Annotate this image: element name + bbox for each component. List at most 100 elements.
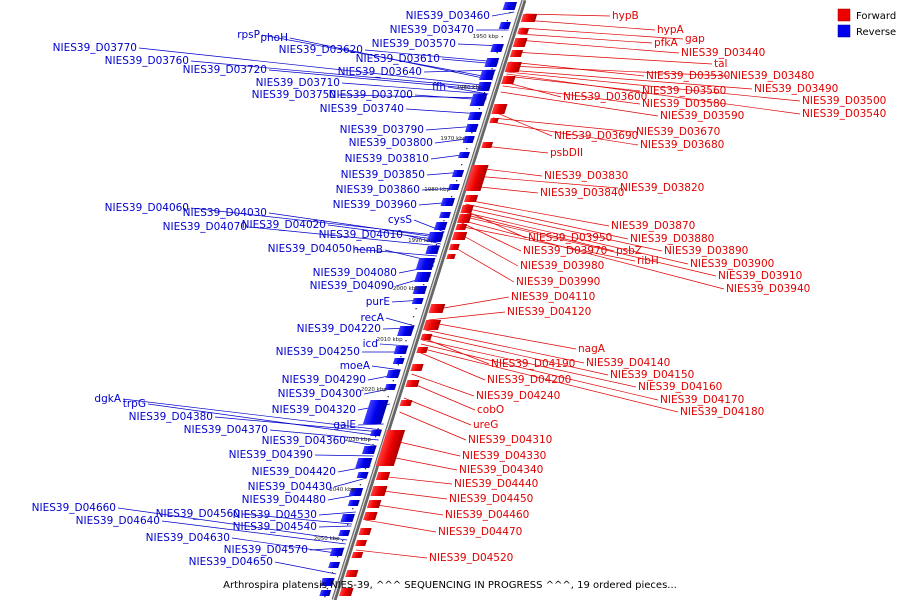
reverse-gene-label[interactable]: recA [360,312,384,324]
reverse-gene-label[interactable]: NIES39_D03740 [320,103,404,115]
forward-gene-label[interactable]: NIES39_D03950 [528,232,612,244]
forward-gene-label[interactable]: hypB [612,10,639,22]
forward-gene-label[interactable]: NIES39_D03830 [544,170,628,182]
reverse-gene-label[interactable]: NIES39_D04640 [76,515,160,527]
forward-gene-label[interactable]: pfkA [654,37,678,49]
reverse-gene-label[interactable]: NIES39_D04300 [278,388,362,400]
reverse-gene-label[interactable]: icd [363,338,378,350]
reverse-gene-label[interactable]: NIES39_D04540 [233,521,317,533]
reverse-gene-label[interactable]: rpsP [237,29,260,41]
forward-gene-label[interactable]: NIES39_D04470 [438,526,522,538]
forward-gene-label[interactable]: nagA [578,343,606,355]
reverse-gene-label[interactable]: galE [333,419,356,431]
forward-gene-label[interactable]: NIES39_D03500 [802,95,886,107]
reverse-gene-label[interactable]: cysS [388,214,412,226]
forward-gene-label[interactable]: psbZ [616,245,642,257]
reverse-gene-label[interactable]: NIES39_D04090 [310,280,394,292]
forward-gene-label[interactable]: NIES39_D04200 [487,374,571,386]
reverse-gene-label[interactable]: NIES39_D04630 [146,532,230,544]
forward-gene-label[interactable]: hypA [657,24,685,36]
reverse-gene-label[interactable]: NIES39_D04220 [297,323,381,335]
reverse-gene-label[interactable]: NIES39_D04050 [268,243,352,255]
reverse-gene-label[interactable]: NIES39_D03850 [341,169,425,181]
reverse-gene-label[interactable]: purE [366,296,390,308]
forward-gene-label[interactable]: NIES39_D03980 [520,260,604,272]
reverse-gene-label[interactable]: NIES39_D03750 [252,89,336,101]
reverse-gene-label[interactable]: NIES39_D03570 [372,38,456,50]
reverse-gene-label[interactable]: NIES39_D04570 [224,544,308,556]
reverse-gene-label[interactable]: NIES39_D03860 [336,184,420,196]
reverse-gene-label[interactable]: NIES39_D04480 [242,494,326,506]
forward-gene-label[interactable]: NIES39_D03680 [640,139,724,151]
reverse-gene-label[interactable]: NIES39_D04660 [32,502,116,514]
reverse-gene-label[interactable]: NIES39_D03470 [390,24,474,36]
forward-gene-label[interactable]: NIES39_D03890 [664,245,748,257]
forward-gene-label[interactable]: NIES39_D03880 [630,233,714,245]
reverse-gene-label[interactable]: hemB [352,244,383,256]
reverse-gene-label[interactable]: NIES39_D04380 [129,411,213,423]
forward-gene-label[interactable]: NIES39_D03590 [660,110,744,122]
forward-gene-label[interactable]: NIES39_D03690 [554,130,638,142]
reverse-gene-label[interactable]: NIES39_D04430 [248,481,332,493]
forward-gene-label[interactable]: NIES39_D03490 [754,83,838,95]
reverse-gene-label[interactable]: NIES39_D04020 [242,219,326,231]
forward-gene-label[interactable]: NIES39_D04330 [462,450,546,462]
forward-gene-label[interactable]: NIES39_D04240 [476,390,560,402]
forward-gene-label[interactable]: gap [685,33,705,45]
reverse-gene-label[interactable]: NIES39_D04420 [252,466,336,478]
forward-gene-label[interactable]: NIES39_D03970 [523,245,607,257]
reverse-gene-label[interactable]: NIES39_D04560 [156,508,240,520]
reverse-gene-label[interactable]: NIES39_D03610 [356,53,440,65]
forward-gene-label[interactable]: NIES39_D04140 [586,357,670,369]
forward-gene-label[interactable]: NIES39_D03670 [636,126,720,138]
reverse-gene-label[interactable]: NIES39_D04360 [262,435,346,447]
forward-gene-label[interactable]: NIES39_D03540 [802,108,886,120]
reverse-gene-label[interactable]: NIES39_D04290 [282,374,366,386]
forward-gene-label[interactable]: NIES39_D04190 [491,358,575,370]
forward-gene-label[interactable]: NIES39_D03990 [516,276,600,288]
reverse-gene-label[interactable]: NIES39_D03700 [329,89,413,101]
reverse-gene-label[interactable]: NIES39_D03810 [345,153,429,165]
reverse-gene-label[interactable]: NIES39_D04390 [229,449,313,461]
forward-gene-label[interactable]: NIES39_D03530 [646,70,730,82]
forward-gene-label[interactable]: NIES39_D03600 [563,91,647,103]
reverse-gene-label[interactable]: NIES39_D04530 [233,509,317,521]
reverse-gene-label[interactable]: NIES39_D03710 [256,77,340,89]
reverse-gene-label[interactable]: NIES39_D04370 [184,424,268,436]
reverse-gene-label[interactable]: NIES39_D03640 [338,66,422,78]
forward-gene-label[interactable]: ureG [473,419,498,431]
reverse-gene-label[interactable]: NIES39_D03790 [340,124,424,136]
reverse-gene-label[interactable]: NIES39_D04060 [105,202,189,214]
forward-gene-label[interactable]: NIES39_D03440 [681,47,765,59]
reverse-gene-label[interactable]: ffh [432,81,446,93]
reverse-gene-label[interactable]: NIES39_D03760 [105,55,189,67]
reverse-gene-label[interactable]: NIES39_D04030 [183,207,267,219]
reverse-gene-label[interactable]: NIES39_D04320 [272,404,356,416]
forward-gene-label[interactable]: NIES39_D03910 [718,270,802,282]
forward-gene-label[interactable]: NIES39_D03480 [730,70,814,82]
reverse-gene-label[interactable]: NIES39_D03720 [183,64,267,76]
reverse-gene-label[interactable]: moeA [340,360,371,372]
reverse-gene-label[interactable]: NIES39_D04010 [319,229,403,241]
forward-gene-label[interactable]: NIES39_D03940 [726,283,810,295]
forward-gene-label[interactable]: NIES39_D03870 [611,220,695,232]
forward-gene-label[interactable]: NIES39_D04180 [680,406,764,418]
reverse-gene-label[interactable]: NIES39_D03770 [53,42,137,54]
forward-gene-label[interactable]: NIES39_D04120 [507,306,591,318]
forward-gene-label[interactable]: ribH [637,255,659,267]
forward-gene-label[interactable]: NIES39_D04160 [638,381,722,393]
forward-gene-label[interactable]: NIES39_D04150 [610,369,694,381]
forward-gene-label[interactable]: psbDII [550,147,583,159]
forward-gene-label[interactable]: NIES39_D04440 [454,478,538,490]
reverse-gene-label[interactable]: NIES39_D04070 [163,221,247,233]
forward-gene-label[interactable]: NIES39_D04110 [511,291,595,303]
reverse-gene-label[interactable]: NIES39_D04650 [189,556,273,568]
forward-gene-label[interactable]: NIES39_D04170 [660,394,744,406]
forward-gene-label[interactable]: NIES39_D04520 [429,552,513,564]
reverse-gene-label[interactable]: NIES39_D03460 [406,10,490,22]
reverse-gene-label[interactable]: NIES39_D03800 [349,137,433,149]
reverse-gene-label[interactable]: dgkA [94,393,121,405]
forward-gene-label[interactable]: NIES39_D03580 [642,98,726,110]
forward-gene-label[interactable]: NIES39_D03900 [690,258,774,270]
reverse-gene-label[interactable]: phoH [260,32,288,44]
